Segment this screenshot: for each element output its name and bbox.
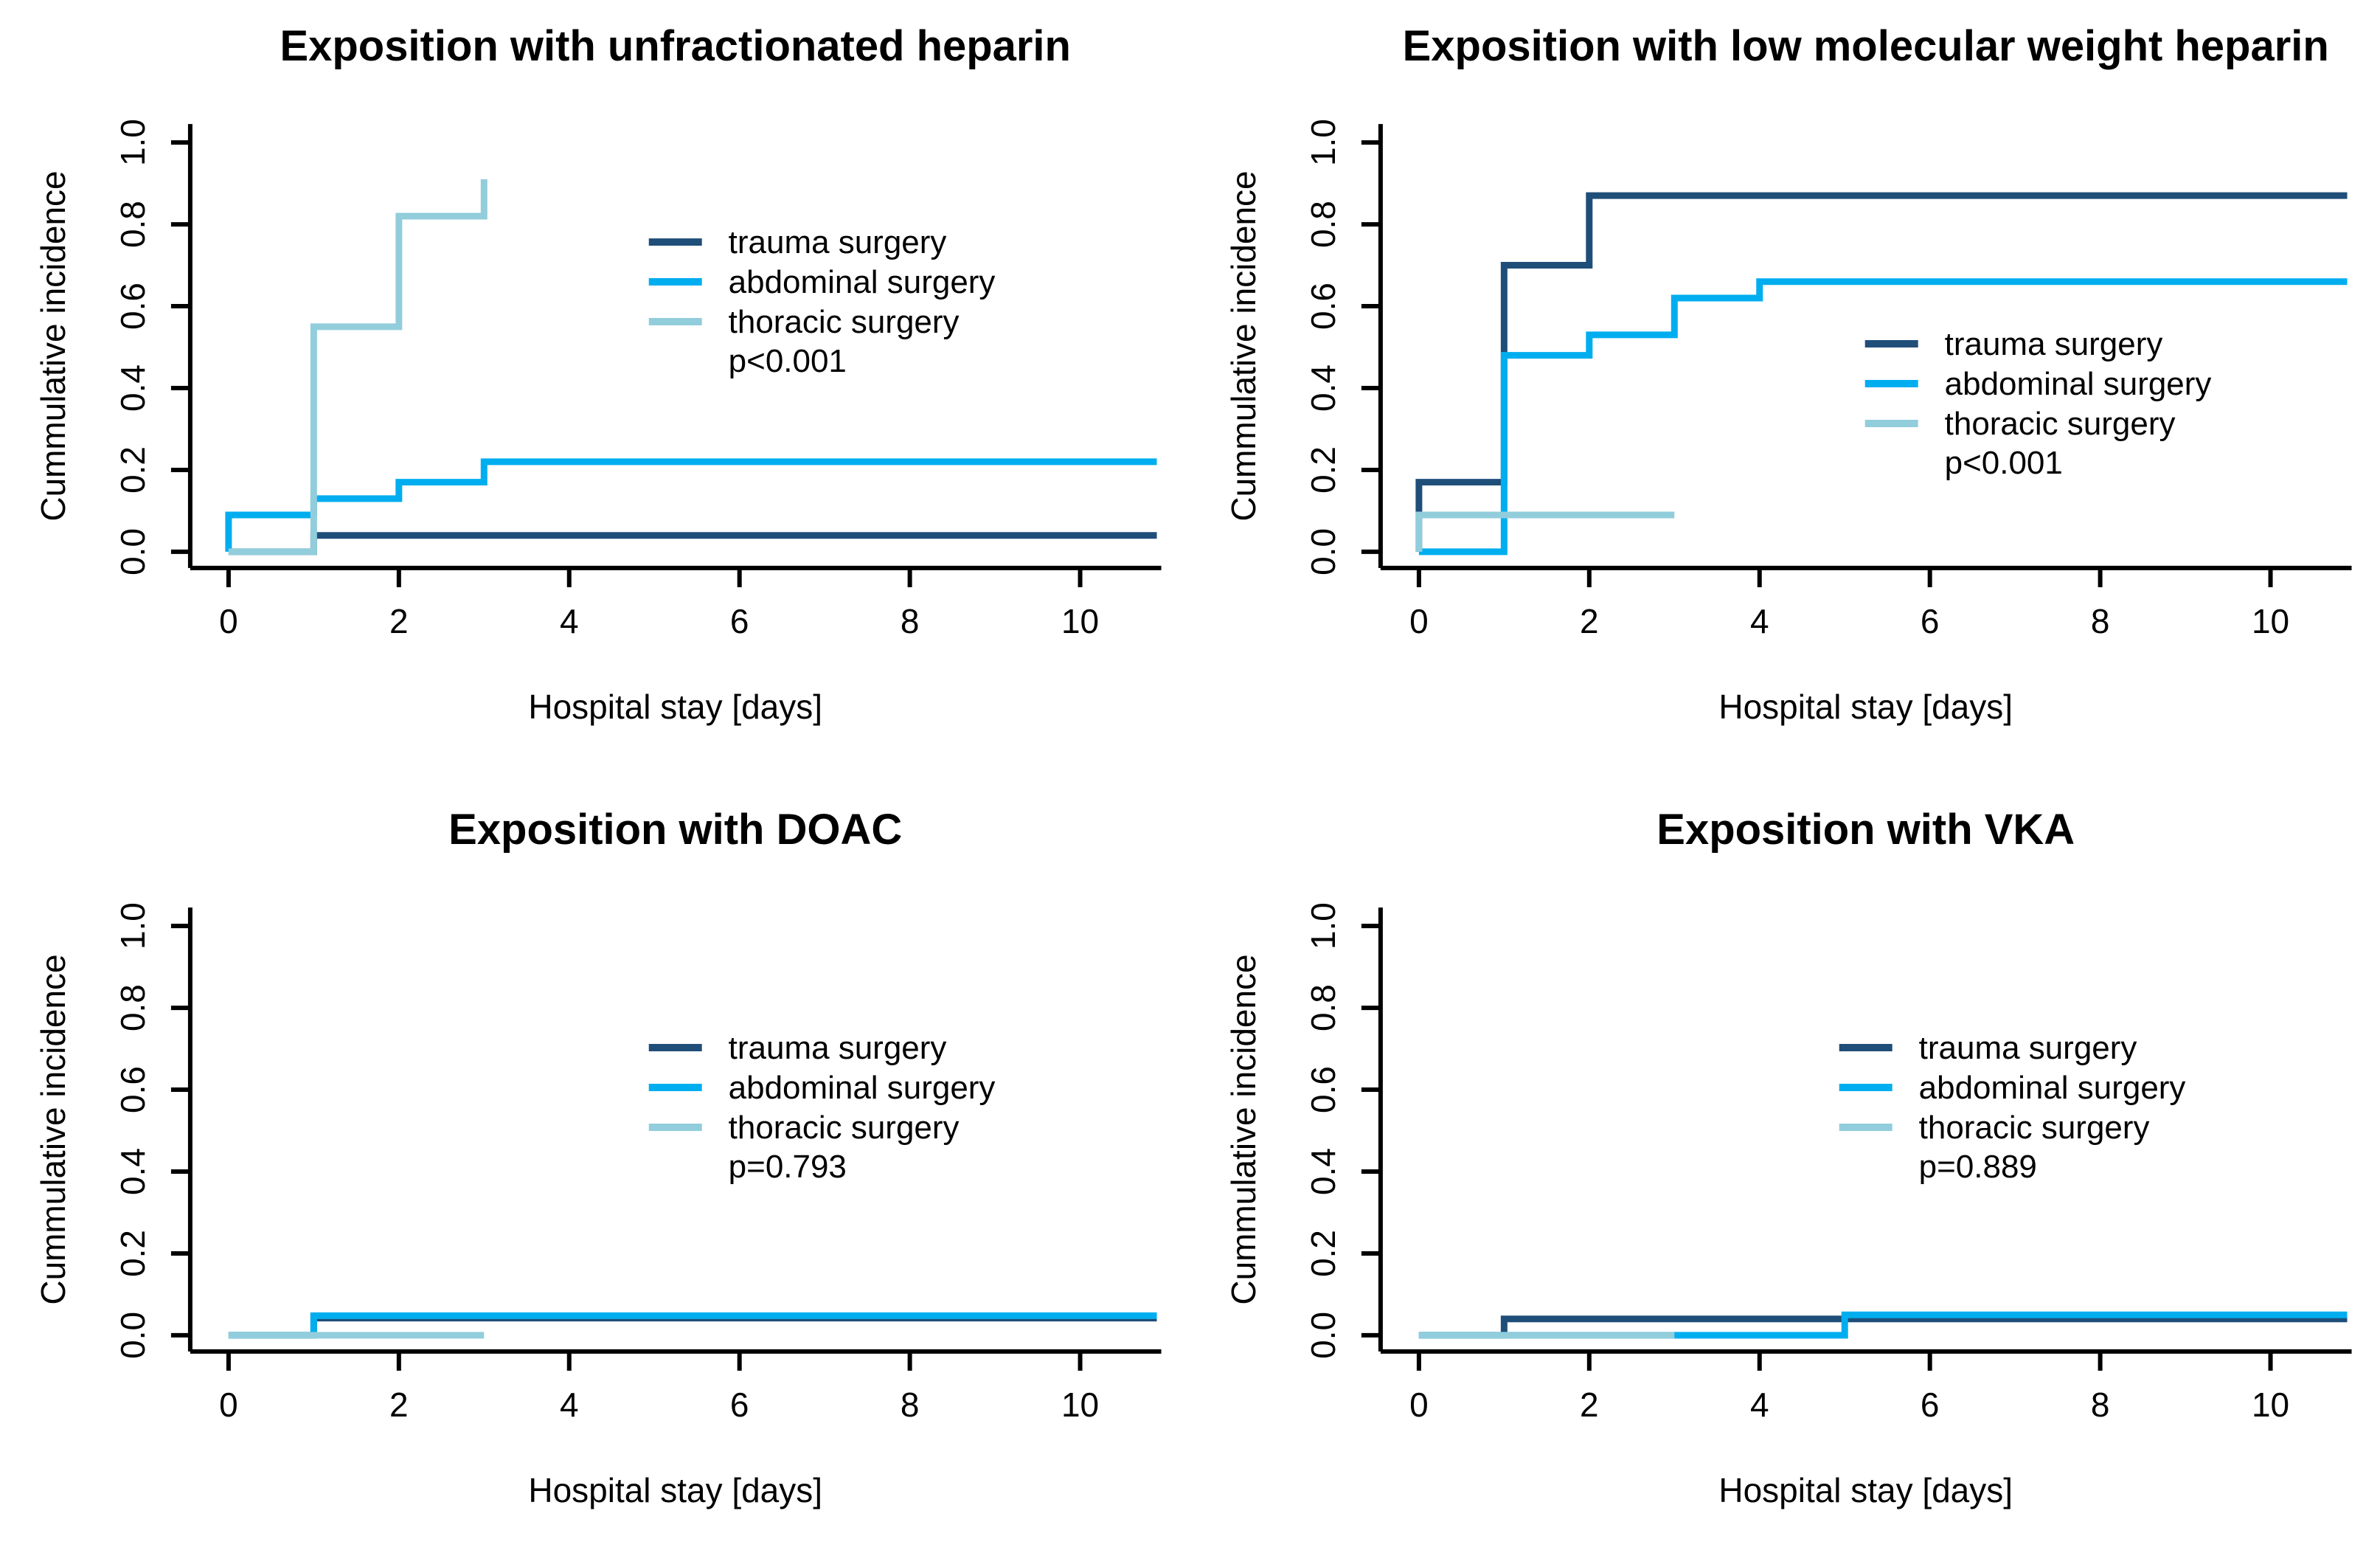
y-tick-label: 0.6 xyxy=(1303,283,1342,330)
x-tick-label: 0 xyxy=(219,602,238,640)
y-tick-label: 0.6 xyxy=(114,283,152,330)
x-tick-label: 4 xyxy=(1749,602,1769,640)
abdominal-surgery-line xyxy=(1418,278,2348,556)
y-tick-label: 0.6 xyxy=(1303,1066,1342,1113)
y-tick-label: 0.8 xyxy=(1303,201,1342,248)
panel-unfractionated-heparin: Exposition with unfractionated heparin 0 2… xyxy=(0,0,1190,784)
legend-label: trauma surgery xyxy=(1944,326,2162,362)
y-tick-label: 0.2 xyxy=(114,1230,152,1277)
y-axis-label: Cummulative incidence xyxy=(34,170,72,521)
x-tick-label: 10 xyxy=(1061,602,1099,640)
panel-chart-svg: Exposition with unfractionated heparin 0 2… xyxy=(34,23,1162,726)
legend-label: abdominal surgery xyxy=(729,1070,996,1106)
legend-label: trauma surgery xyxy=(729,224,947,260)
x-axis-label: Hospital stay [days] xyxy=(1718,688,2013,726)
y-tick-label: 0.8 xyxy=(114,984,152,1031)
y-tick-label: 0.2 xyxy=(1303,446,1342,494)
x-tick-label: 10 xyxy=(2251,602,2289,640)
y-axis-label: Cummulative incidence xyxy=(1224,170,1262,521)
y-tick-label: 0.8 xyxy=(1303,984,1342,1031)
panel-chart-svg: Exposition with low molecular weight hep… xyxy=(1224,23,2352,726)
y-tick-label: 1.0 xyxy=(1303,902,1342,949)
legend-label: thoracic surgery xyxy=(729,1110,960,1146)
trauma-surgery-line xyxy=(1415,192,2348,552)
x-tick-label: 4 xyxy=(1749,1386,1769,1424)
x-tick-label: 4 xyxy=(560,1386,579,1424)
legend-label: abdominal surgery xyxy=(1944,366,2211,402)
y-tick-label: 0.4 xyxy=(1303,1148,1342,1195)
x-tick-label: 8 xyxy=(2090,1386,2109,1424)
y-tick-label: 0.2 xyxy=(114,446,152,494)
x-tick-label: 2 xyxy=(389,602,409,640)
panel-title: Exposition with DOAC xyxy=(448,806,902,854)
p-value-label: p=0.793 xyxy=(729,1149,847,1185)
legend-label: thoracic surgery xyxy=(1944,406,2175,442)
panel-title: Exposition with unfractionated heparin xyxy=(280,23,1070,70)
p-value-label: p=0.889 xyxy=(1918,1149,2036,1185)
y-axis-label: Cummulative incidence xyxy=(34,954,72,1304)
x-tick-label: 2 xyxy=(389,1386,409,1424)
x-tick-label: 8 xyxy=(2090,602,2109,640)
panel-title: Exposition with low molecular weight hep… xyxy=(1402,23,2328,70)
x-tick-label: 2 xyxy=(1580,602,1599,640)
legend-label: abdominal surgery xyxy=(1918,1070,2185,1106)
x-tick-label: 10 xyxy=(2251,1386,2289,1424)
y-tick-label: 0.0 xyxy=(114,1312,152,1359)
panel-title: Exposition with VKA xyxy=(1656,806,2075,854)
panel-doac: Exposition with DOAC 0 2 4 6 8 10 0.0 0.2 0.4 0.6 0… xyxy=(0,784,1190,1567)
x-tick-label: 4 xyxy=(560,602,579,640)
thoracic-surgery-line xyxy=(1415,511,1674,552)
y-tick-label: 0.2 xyxy=(1303,1230,1342,1277)
trauma-surgery-line xyxy=(228,532,1157,556)
panel-chart-svg: Exposition with VKA 0 2 4 6 8 10 0.0 0.2 0.4 0.6 0.… xyxy=(1224,806,2352,1509)
y-tick-label: 1.0 xyxy=(114,902,152,949)
p-value-label: p<0.001 xyxy=(729,343,847,379)
legend-label: trauma surgery xyxy=(1918,1030,2137,1066)
legend-label: thoracic surgery xyxy=(1918,1110,2149,1146)
abdominal-surgery-line xyxy=(225,458,1157,552)
x-axis-label: Hospital stay [days] xyxy=(528,688,822,726)
x-tick-label: 6 xyxy=(730,1386,749,1424)
x-tick-label: 10 xyxy=(1061,1386,1099,1424)
x-tick-label: 6 xyxy=(730,602,749,640)
y-tick-label: 0.4 xyxy=(114,1148,152,1195)
y-tick-label: 0.4 xyxy=(1303,364,1342,412)
x-tick-label: 0 xyxy=(1409,1386,1429,1424)
legend-label: trauma surgery xyxy=(729,1030,947,1066)
panel-chart-svg: Exposition with DOAC 0 2 4 6 8 10 0.0 0.2 0.4 0.6 0… xyxy=(34,806,1162,1509)
y-tick-label: 0.6 xyxy=(114,1066,152,1113)
x-axis-label: Hospital stay [days] xyxy=(1718,1471,2013,1509)
x-tick-label: 8 xyxy=(901,1386,920,1424)
x-tick-label: 8 xyxy=(901,602,920,640)
y-tick-label: 0.0 xyxy=(1303,1312,1342,1359)
y-tick-label: 1.0 xyxy=(1303,119,1342,166)
panel-low-molecular-weight-heparin: Exposition with low molecular weight hep… xyxy=(1190,0,2380,784)
panel-vka: Exposition with VKA 0 2 4 6 8 10 0.0 0.2 0.4 0.6 0.… xyxy=(1190,784,2380,1567)
y-tick-label: 0.0 xyxy=(114,528,152,575)
y-axis-label: Cummulative incidence xyxy=(1224,954,1262,1304)
p-value-label: p<0.001 xyxy=(1944,445,2062,481)
x-axis-label: Hospital stay [days] xyxy=(528,1471,822,1509)
x-tick-label: 0 xyxy=(219,1386,238,1424)
legend-label: abdominal surgery xyxy=(729,264,996,300)
thoracic-surgery-line xyxy=(228,179,488,556)
x-tick-label: 6 xyxy=(1920,602,1939,640)
x-tick-label: 2 xyxy=(1580,1386,1599,1424)
y-tick-label: 0.4 xyxy=(114,364,152,412)
x-tick-label: 0 xyxy=(1409,602,1429,640)
y-tick-label: 0.8 xyxy=(114,201,152,248)
y-tick-label: 1.0 xyxy=(114,119,152,166)
y-tick-label: 0.0 xyxy=(1303,528,1342,575)
x-tick-label: 6 xyxy=(1920,1386,1939,1424)
legend-label: thoracic surgery xyxy=(729,304,960,340)
